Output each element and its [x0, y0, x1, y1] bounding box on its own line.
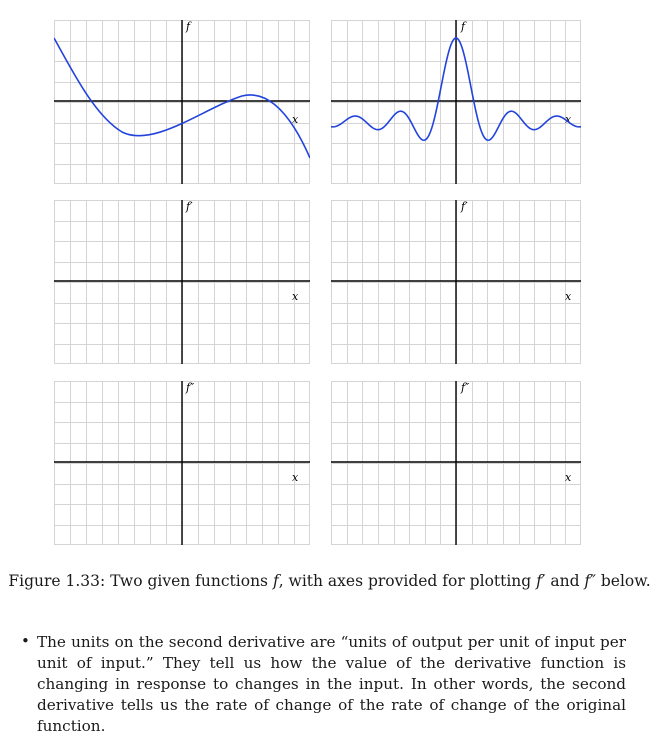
- bullet-item: • The units on the second derivative are…: [21, 632, 626, 737]
- graph-fprime-right: f′ x: [331, 200, 581, 364]
- caption-prefix: Figure 1.33: Two given functions: [8, 572, 273, 590]
- y-axis-label: f′: [185, 200, 193, 213]
- y-axis-label: f: [460, 20, 467, 33]
- caption-suffix: below.: [595, 572, 651, 590]
- caption-fprime: f′: [536, 572, 546, 590]
- x-axis-label: x: [292, 113, 299, 126]
- x-axis-label: x: [292, 471, 299, 484]
- bullet-text: The units on the second derivative are “…: [37, 633, 626, 735]
- figure-caption: Figure 1.33: Two given functions f, with…: [0, 572, 659, 590]
- graph-fprime-left: f′ x: [54, 200, 310, 364]
- y-axis-label: f″: [185, 381, 195, 394]
- caption-fdoubleprime: f″: [584, 572, 596, 590]
- graph-f-right: f x: [331, 20, 581, 184]
- x-axis-label: x: [565, 290, 572, 303]
- graph-fdoubleprime-left: f″ x: [54, 381, 310, 545]
- function-curve: [54, 37, 310, 159]
- y-axis-label: f: [185, 20, 192, 33]
- graph-fdoubleprime-right: f″ x: [331, 381, 581, 545]
- y-axis-label: f″: [460, 381, 470, 394]
- caption-f: f: [272, 572, 279, 590]
- function-curve: [331, 37, 581, 142]
- y-axis-label: f′: [460, 200, 468, 213]
- bullet-dot-icon: •: [21, 632, 30, 650]
- graph-f-left: f x: [54, 20, 310, 184]
- x-axis-label: x: [292, 290, 299, 303]
- caption-and: and: [545, 572, 585, 590]
- caption-mid: , with axes provided for plotting: [278, 572, 537, 590]
- x-axis-label: x: [565, 113, 572, 126]
- grid: [331, 381, 581, 545]
- x-axis-label: x: [565, 471, 572, 484]
